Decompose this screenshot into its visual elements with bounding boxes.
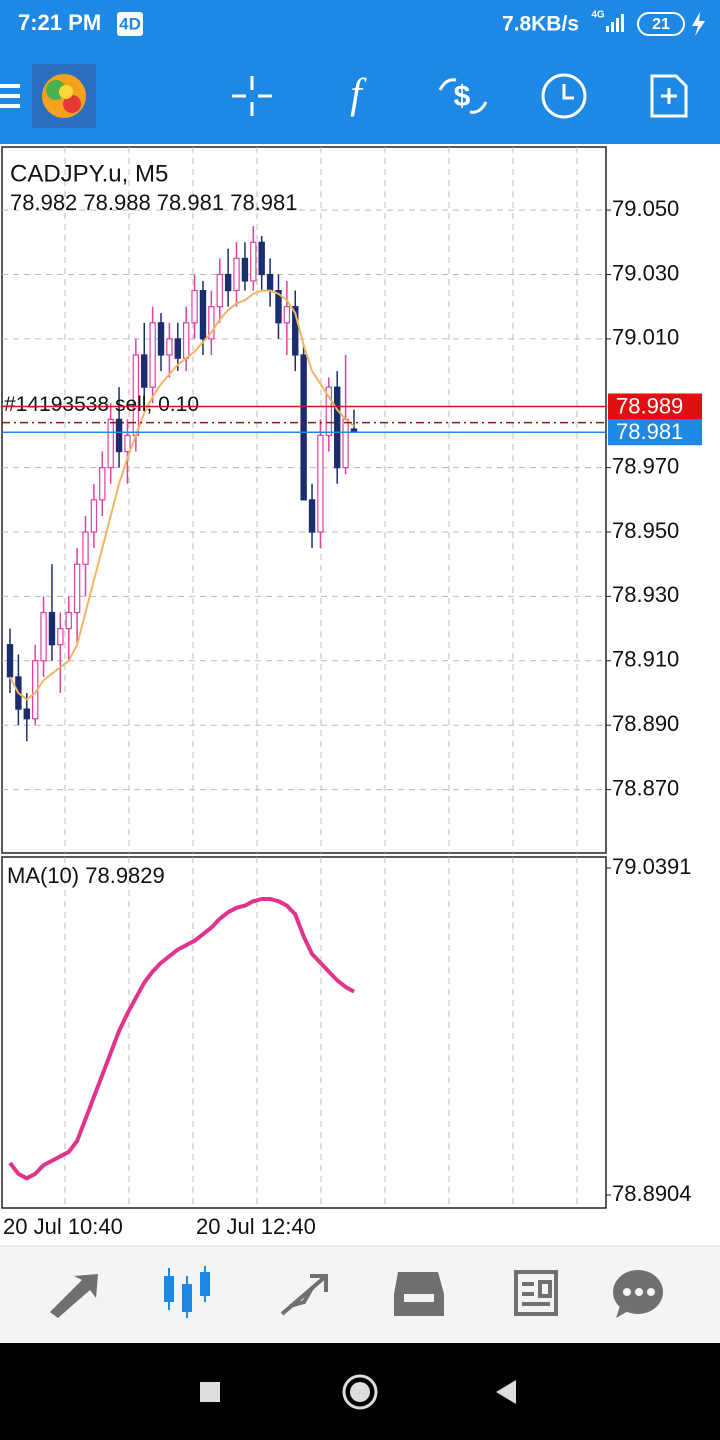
candle-body	[283, 306, 291, 324]
candle-body	[40, 611, 47, 662]
menu-button[interactable]	[0, 84, 20, 108]
symbol-title: CADJPY.u, M5	[10, 160, 168, 187]
candle-body	[250, 241, 257, 282]
trade-button[interactable]: $	[438, 78, 488, 114]
candle-body	[6, 644, 14, 678]
candle-body	[300, 354, 307, 501]
candle-body	[216, 273, 223, 308]
back-button[interactable]	[496, 1380, 516, 1404]
candle-body	[166, 338, 173, 356]
candle-body	[124, 434, 131, 453]
history-tab[interactable]	[394, 1272, 444, 1316]
status-badge-bg	[117, 12, 143, 36]
status-speed: 7.8KB/s	[502, 13, 579, 36]
y-tick-label: 79.050	[612, 196, 679, 221]
candle-body	[174, 338, 181, 359]
charging-icon	[692, 12, 705, 36]
y-tick-label: 78.970	[612, 453, 679, 478]
y-tick-label: 78.950	[612, 518, 679, 543]
recents-button[interactable]	[200, 1382, 220, 1402]
signal-icon	[606, 14, 624, 32]
y-tick-label: 78.890	[612, 711, 679, 736]
candle-body	[65, 611, 72, 630]
chart-tab[interactable]	[164, 1266, 210, 1318]
candle-body	[141, 354, 148, 388]
indicator-pane	[1, 856, 607, 1209]
ma-line	[8, 897, 355, 1181]
bottom-nav	[0, 1246, 720, 1343]
candle-body	[199, 289, 207, 340]
price-tag	[608, 419, 702, 446]
candle-body	[258, 241, 265, 276]
price-tag-label: 78.989	[616, 393, 683, 418]
battery-outline	[637, 12, 685, 36]
y-tick-label: 78.870	[612, 775, 679, 800]
timeframe-button[interactable]	[541, 73, 587, 119]
candle-body	[115, 418, 123, 453]
candle-body	[325, 386, 333, 437]
y-tick-label: 79.0391	[612, 854, 692, 879]
svg-text:$: $	[454, 80, 471, 113]
y-tick-label: 78.930	[612, 582, 679, 607]
ohlc-readout: 78.982 78.988 78.981 78.981	[10, 190, 298, 215]
indicator-title: MA(10) 78.9829	[7, 863, 165, 888]
candle-body	[57, 628, 64, 646]
crosshair-button[interactable]	[232, 76, 272, 116]
main-pane	[1, 146, 607, 854]
candle-body	[73, 563, 81, 614]
app-logo[interactable]	[32, 64, 96, 128]
candle-body	[208, 306, 215, 340]
candle-body	[308, 499, 316, 533]
status-network: 4G	[591, 10, 605, 21]
price-tag-label: 78.981	[616, 419, 683, 444]
candle-body	[157, 322, 165, 356]
home-button[interactable]	[342, 1374, 378, 1410]
candle-body	[292, 306, 299, 356]
candle-body	[149, 322, 156, 388]
status-badge: 4D	[119, 14, 141, 33]
candle-body	[191, 289, 198, 324]
candle-body	[334, 386, 341, 469]
y-tick-label: 79.010	[612, 325, 679, 350]
quotes-tab[interactable]	[50, 1274, 98, 1318]
chat-tab[interactable]	[613, 1270, 663, 1318]
candle-body	[233, 257, 240, 292]
candle-body	[90, 499, 98, 533]
candle-body	[99, 467, 106, 501]
candle-body	[342, 418, 349, 469]
candle-body	[182, 322, 190, 359]
candle-body	[275, 289, 282, 324]
price-tag	[608, 393, 702, 420]
ma-line	[9, 289, 355, 701]
order-label: #14193538 sell, 0.10	[4, 393, 199, 416]
candle-body	[48, 611, 56, 646]
status-battery: 21	[652, 16, 670, 33]
news-tab[interactable]	[514, 1270, 558, 1316]
x-tick-label: 20 Jul 10:40	[3, 1214, 123, 1239]
candle-body	[224, 273, 232, 292]
y-tick-label: 78.910	[612, 647, 679, 672]
y-tick-label: 78.8904	[612, 1181, 692, 1206]
y-tick-label: 79.030	[612, 260, 679, 285]
candle-body	[23, 708, 30, 720]
template-button[interactable]	[650, 74, 688, 118]
candle-body	[241, 257, 249, 282]
status-time: 7:21 PM	[18, 10, 101, 35]
candle-body	[317, 434, 324, 533]
x-tick-label: 20 Jul 12:40	[196, 1214, 316, 1239]
trade-tab[interactable]	[280, 1274, 328, 1316]
candle-body	[82, 531, 89, 565]
candle-body	[107, 418, 114, 469]
candle-body	[266, 273, 274, 292]
